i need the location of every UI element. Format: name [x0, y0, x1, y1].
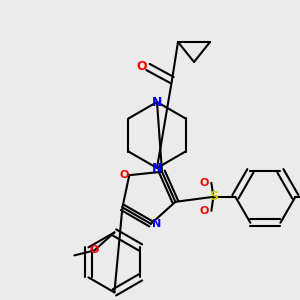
Text: N: N: [152, 219, 162, 229]
Text: O: O: [200, 206, 209, 216]
Text: O: O: [200, 178, 209, 188]
Text: O: O: [90, 245, 99, 255]
Text: S: S: [209, 190, 218, 203]
Text: N: N: [152, 95, 162, 109]
Text: O: O: [137, 61, 147, 74]
Text: O: O: [120, 170, 129, 180]
Text: N: N: [152, 161, 162, 175]
